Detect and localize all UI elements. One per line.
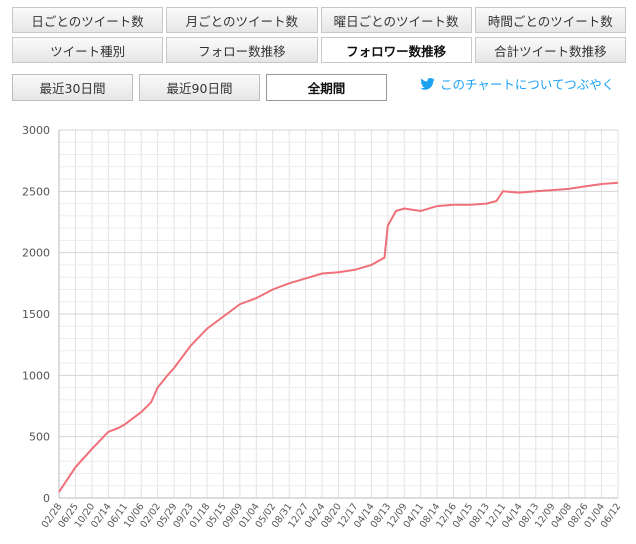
- tab-following-trend[interactable]: フォロー数推移: [166, 37, 318, 63]
- range-all-time[interactable]: 全期間: [266, 74, 387, 101]
- range-last-30-days[interactable]: 最近30日間: [12, 74, 133, 101]
- tab-row-1: 日ごとのツイート数 月ごとのツイート数 曜日ごとのツイート数 時間ごとのツイート…: [12, 7, 626, 33]
- y-tick-label: 0: [43, 492, 50, 505]
- tab-hourly-tweets[interactable]: 時間ごとのツイート数: [474, 7, 626, 33]
- tab-monthly-tweets[interactable]: 月ごとのツイート数: [166, 7, 318, 33]
- tab-followers-trend[interactable]: フォロワー数推移: [320, 37, 472, 63]
- tab-daily-tweets[interactable]: 日ごとのツイート数: [12, 7, 164, 33]
- tweet-this-chart-link[interactable]: このチャートについてつぶやく: [420, 74, 614, 93]
- tweet-link-label: このチャートについてつぶやく: [440, 77, 615, 92]
- y-tick-label: 500: [29, 431, 50, 444]
- y-tick-label: 2000: [22, 247, 50, 260]
- chart-grid: [58, 129, 619, 499]
- x-axis-labels: 02/2806/2510/2002/1406/1110/0602/0205/29…: [40, 501, 624, 530]
- y-tick-label: 2500: [22, 185, 50, 198]
- tab-row-2: ツイート種別 フォロー数推移 フォロワー数推移 合計ツイート数推移: [12, 37, 626, 63]
- twitter-bird-icon: [420, 77, 435, 90]
- followers-line-chart: 0 500 1000 1500 2000 2500 3000 02/2806/2510/20…: [22, 124, 624, 530]
- range-selector: 最近30日間 最近90日間 全期間: [12, 74, 387, 101]
- tab-tweet-types[interactable]: ツイート種別: [12, 37, 164, 63]
- tab-weekday-tweets[interactable]: 曜日ごとのツイート数: [320, 7, 472, 33]
- chart-type-tabs: 日ごとのツイート数 月ごとのツイート数 曜日ごとのツイート数 時間ごとのツイート…: [12, 7, 626, 67]
- y-tick-label: 3000: [22, 124, 50, 137]
- y-tick-label: 1000: [22, 369, 50, 382]
- y-tick-label: 1500: [22, 308, 50, 321]
- range-last-90-days[interactable]: 最近90日間: [139, 74, 260, 101]
- tab-total-tweets-trend[interactable]: 合計ツイート数推移: [474, 37, 626, 63]
- y-axis-labels: 0 500 1000 1500 2000 2500 3000: [22, 124, 50, 505]
- followers-series-line: [58, 181, 619, 493]
